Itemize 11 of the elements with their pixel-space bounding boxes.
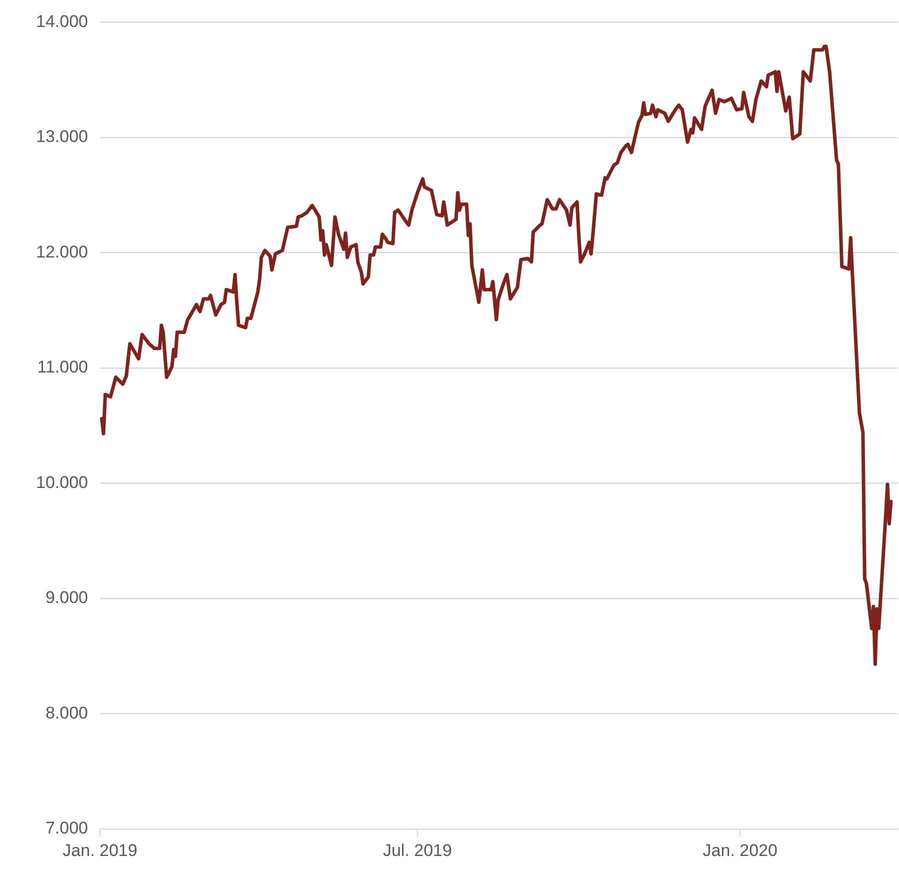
y-tick-label: 10.000 <box>36 472 88 492</box>
y-tick-label: 11.000 <box>37 358 88 377</box>
y-tick-label: 9.000 <box>45 588 88 608</box>
y-tick-label: 13.000 <box>36 127 88 146</box>
x-tick-label: Jan. 2020 <box>702 840 778 860</box>
y-tick-label: 12.000 <box>36 242 88 262</box>
y-tick-label: 8.000 <box>45 703 88 722</box>
x-tick-label: Jul. 2019 <box>382 840 452 860</box>
y-tick-label: 14.000 <box>36 12 88 31</box>
y-tick-label: 7.000 <box>45 818 88 838</box>
x-tick-label: Jan. 2019 <box>62 840 138 860</box>
